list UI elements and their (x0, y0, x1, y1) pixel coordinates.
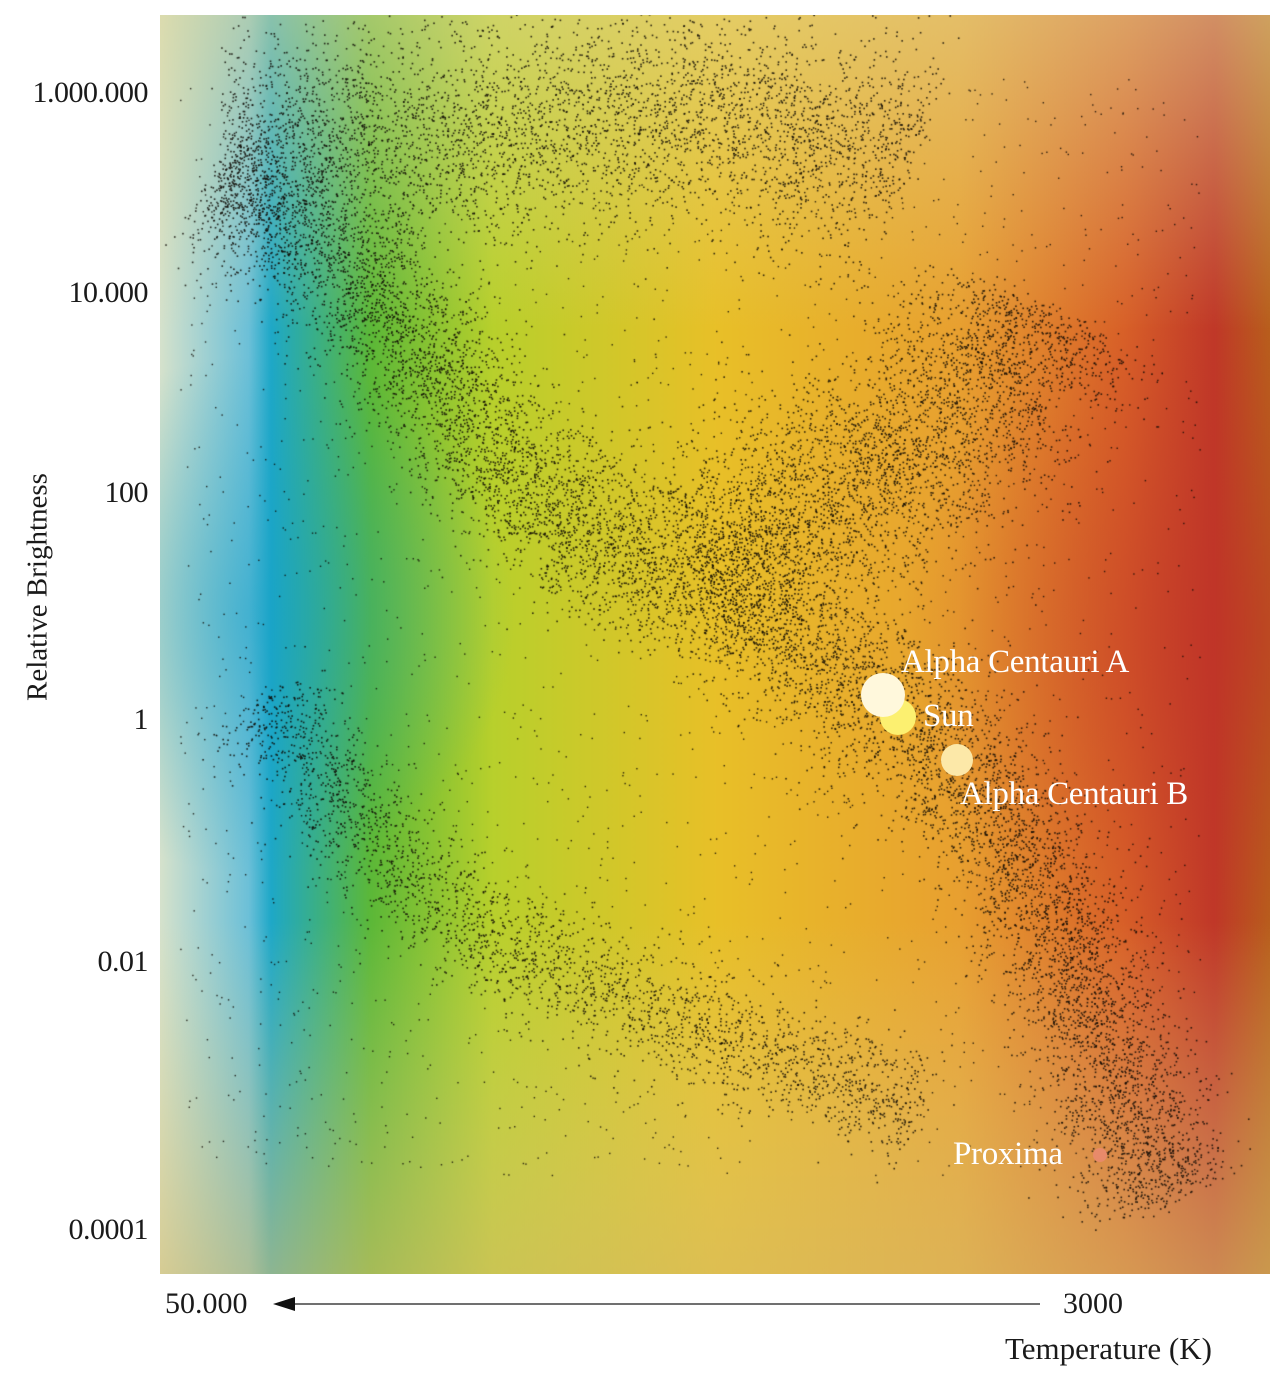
arrow-left-icon (273, 1297, 295, 1311)
arrow-line (291, 1303, 1040, 1305)
alpha-centauri-b-label: Alpha Centauri B (960, 776, 1188, 812)
y-tick-100: 100 (104, 476, 149, 509)
sun-label: Sun (923, 698, 974, 734)
proxima-marker (1093, 1148, 1107, 1162)
y-axis-label: Relative Brightness (21, 473, 54, 701)
x-tick-50000: 50.000 (165, 1287, 248, 1320)
alpha-centauri-b-marker (941, 744, 973, 776)
y-tick-10000: 10.000 (68, 276, 149, 309)
plot-area (160, 15, 1270, 1274)
x-axis-label: Temperature (K) (1005, 1331, 1212, 1366)
y-tick-0-0001: 0.0001 (68, 1213, 149, 1246)
x-tick-3000: 3000 (1063, 1287, 1123, 1320)
temperature-arrow (273, 1297, 1040, 1311)
proxima-label: Proxima (953, 1136, 1063, 1172)
y-tick-1000000: 1.000.000 (32, 76, 149, 109)
y-tick-0-01: 0.01 (97, 945, 149, 978)
star-scatter (160, 15, 1270, 1274)
y-tick-1: 1 (133, 703, 149, 736)
alpha-centauri-a-marker (861, 673, 905, 717)
alpha-centauri-a-label: Alpha Centauri A (901, 644, 1129, 680)
